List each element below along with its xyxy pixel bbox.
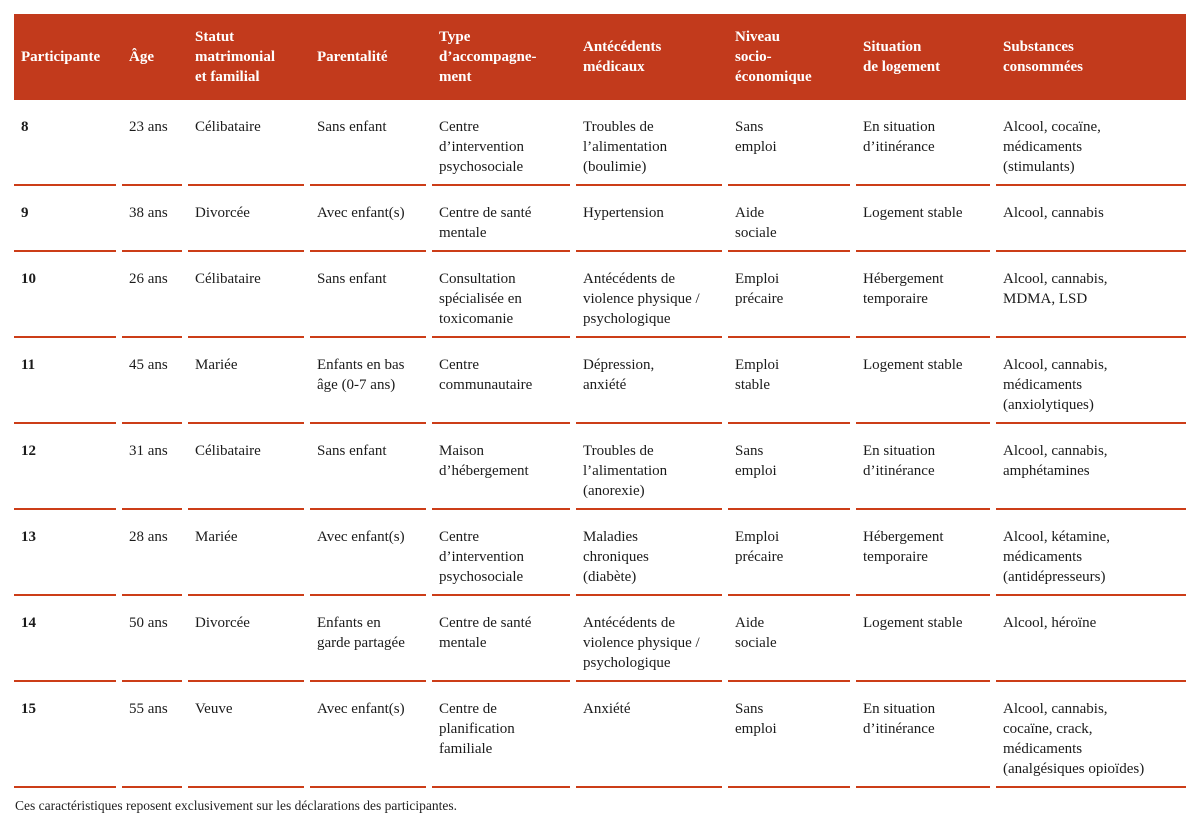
cell-substances: Alcool, cannabis, cocaïne, crack, médica…	[996, 682, 1186, 788]
table-header: Participante Âge Statut matrimonial et fam…	[14, 14, 1186, 100]
cell-substances: Alcool, cannabis, médicaments (anxiolyti…	[996, 338, 1186, 424]
cell-socioeconomique: Aide sociale	[728, 186, 856, 252]
cell-statut: Mariée	[188, 338, 310, 424]
cell-socioeconomique: Emploi précaire	[728, 510, 856, 596]
table-row: 15 55 ans Veuve Avec enfant(s) Centre de pla…	[14, 682, 1186, 788]
cell-accompagnement: Centre communautaire	[432, 338, 576, 424]
column-header-accompagnement: Type d’accompagne- ment	[432, 14, 576, 100]
cell-substances: Alcool, héroïne	[996, 596, 1186, 682]
cell-age: 50 ans	[122, 596, 188, 682]
cell-antecedents: Hypertension	[576, 186, 728, 252]
cell-statut: Célibataire	[188, 252, 310, 338]
table-row: 11 45 ans Mariée Enfants en bas âge (0-7 an…	[14, 338, 1186, 424]
participants-table: Participante Âge Statut matrimonial et fam…	[14, 14, 1186, 788]
cell-antecedents: Troubles de l’alimentation (anorexie)	[576, 424, 728, 510]
cell-participante: 10	[14, 252, 122, 338]
cell-statut: Divorcée	[188, 596, 310, 682]
cell-parentalite: Sans enfant	[310, 252, 432, 338]
column-header-participante: Participante	[14, 14, 122, 100]
cell-accompagnement: Centre de planification familiale	[432, 682, 576, 788]
cell-logement: En situation d’itinérance	[856, 100, 996, 186]
cell-accompagnement: Centre de santé mentale	[432, 186, 576, 252]
cell-age: 55 ans	[122, 682, 188, 788]
cell-antecedents: Maladies chroniques (diabète)	[576, 510, 728, 596]
cell-substances: Alcool, kétamine, médicaments (antidépre…	[996, 510, 1186, 596]
table-footnote: Ces caractéristiques reposent exclusivem…	[15, 798, 457, 813]
column-header-parentalite: Parentalité	[310, 14, 432, 100]
cell-accompagnement: Consultation spécialisée en toxicomanie	[432, 252, 576, 338]
cell-age: 26 ans	[122, 252, 188, 338]
cell-socioeconomique: Sans emploi	[728, 100, 856, 186]
cell-logement: En situation d’itinérance	[856, 682, 996, 788]
cell-age: 28 ans	[122, 510, 188, 596]
cell-statut: Veuve	[188, 682, 310, 788]
cell-antecedents: Antécédents de violence physique / psych…	[576, 252, 728, 338]
cell-statut: Divorcée	[188, 186, 310, 252]
cell-participante: 9	[14, 186, 122, 252]
cell-logement: Hébergement temporaire	[856, 252, 996, 338]
cell-parentalite: Sans enfant	[310, 100, 432, 186]
cell-accompagnement: Centre de santé mentale	[432, 596, 576, 682]
cell-parentalite: Avec enfant(s)	[310, 186, 432, 252]
cell-socioeconomique: Sans emploi	[728, 424, 856, 510]
cell-antecedents: Dépression, anxiété	[576, 338, 728, 424]
table-row: 14 50 ans Divorcée Enfants en garde partagé…	[14, 596, 1186, 682]
cell-socioeconomique: Sans emploi	[728, 682, 856, 788]
cell-substances: Alcool, cannabis	[996, 186, 1186, 252]
cell-participante: 15	[14, 682, 122, 788]
cell-participante: 11	[14, 338, 122, 424]
cell-statut: Célibataire	[188, 100, 310, 186]
cell-substances: Alcool, cannabis, MDMA, LSD	[996, 252, 1186, 338]
column-header-socioeconomique: Niveau socio- économique	[728, 14, 856, 100]
column-header-statut: Statut matrimonial et familial	[188, 14, 310, 100]
cell-parentalite: Enfants en bas âge (0-7 ans)	[310, 338, 432, 424]
cell-parentalite: Sans enfant	[310, 424, 432, 510]
cell-logement: Logement stable	[856, 338, 996, 424]
cell-substances: Alcool, cocaïne, médicaments (stimulants…	[996, 100, 1186, 186]
column-header-antecedents: Antécédents médicaux	[576, 14, 728, 100]
cell-age: 38 ans	[122, 186, 188, 252]
cell-age: 23 ans	[122, 100, 188, 186]
cell-parentalite: Avec enfant(s)	[310, 510, 432, 596]
cell-age: 31 ans	[122, 424, 188, 510]
cell-statut: Mariée	[188, 510, 310, 596]
cell-antecedents: Troubles de l’alimentation (boulimie)	[576, 100, 728, 186]
cell-antecedents: Anxiété	[576, 682, 728, 788]
cell-parentalite: Enfants en garde partagée	[310, 596, 432, 682]
cell-socioeconomique: Aide sociale	[728, 596, 856, 682]
column-header-logement: Situation de logement	[856, 14, 996, 100]
cell-socioeconomique: Emploi précaire	[728, 252, 856, 338]
cell-participante: 13	[14, 510, 122, 596]
cell-logement: En situation d’itinérance	[856, 424, 996, 510]
cell-participante: 14	[14, 596, 122, 682]
table-row: 12 31 ans Célibataire Sans enfant Maison d’h…	[14, 424, 1186, 510]
cell-participante: 8	[14, 100, 122, 186]
table-row: 9 38 ans Divorcée Avec enfant(s) Centre de s…	[14, 186, 1186, 252]
header-row: Participante Âge Statut matrimonial et fam…	[14, 14, 1186, 100]
table-row: 8 23 ans Célibataire Sans enfant Centre d’in…	[14, 100, 1186, 186]
cell-parentalite: Avec enfant(s)	[310, 682, 432, 788]
cell-substances: Alcool, cannabis, amphétamines	[996, 424, 1186, 510]
cell-age: 45 ans	[122, 338, 188, 424]
cell-accompagnement: Centre d’intervention psychosociale	[432, 100, 576, 186]
cell-participante: 12	[14, 424, 122, 510]
cell-socioeconomique: Emploi stable	[728, 338, 856, 424]
cell-antecedents: Antécédents de violence physique / psych…	[576, 596, 728, 682]
table-body: 8 23 ans Célibataire Sans enfant Centre d’in…	[14, 100, 1186, 788]
cell-accompagnement: Maison d’hébergement	[432, 424, 576, 510]
table-row: 13 28 ans Mariée Avec enfant(s) Centre d’int…	[14, 510, 1186, 596]
table-row: 10 26 ans Célibataire Sans enfant Consultati…	[14, 252, 1186, 338]
cell-logement: Hébergement temporaire	[856, 510, 996, 596]
column-header-age: Âge	[122, 14, 188, 100]
cell-logement: Logement stable	[856, 596, 996, 682]
cell-logement: Logement stable	[856, 186, 996, 252]
cell-statut: Célibataire	[188, 424, 310, 510]
cell-accompagnement: Centre d’intervention psychosociale	[432, 510, 576, 596]
column-header-substances: Substances consommées	[996, 14, 1186, 100]
